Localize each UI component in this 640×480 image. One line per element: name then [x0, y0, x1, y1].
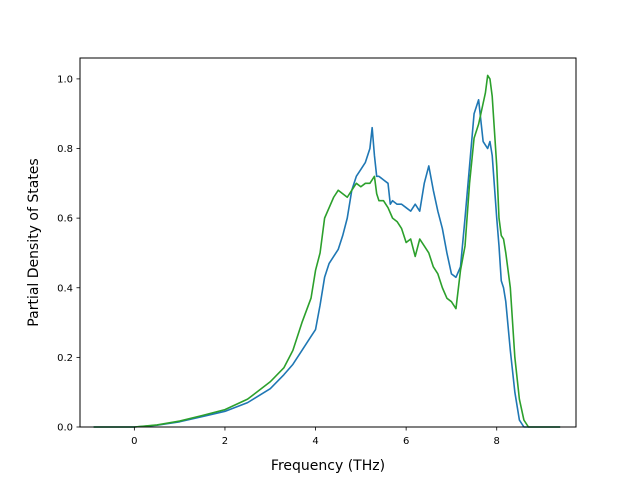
- y-tick-label: 0.0: [57, 423, 73, 434]
- y-tick-label: 0.4: [57, 283, 73, 294]
- x-tick-label: 4: [312, 436, 318, 447]
- y-tick-label: 1.0: [57, 74, 73, 85]
- y-tick-label: 0.8: [57, 144, 73, 155]
- series-line-2: [93, 74, 561, 428]
- x-tick-label: 0: [131, 436, 137, 447]
- plot-frame: [79, 57, 577, 428]
- series-layer: [93, 74, 561, 428]
- series-line-1: [93, 98, 561, 428]
- y-tick-label: 0.2: [57, 353, 73, 364]
- y-axis-label: Partial Density of States: [26, 158, 42, 326]
- x-tick-label: 8: [494, 436, 500, 447]
- x-axis-ticks: 0 2 4 6 8: [131, 427, 500, 447]
- x-tick-label: 2: [222, 436, 228, 447]
- x-axis-label: Frequency (THz): [271, 458, 385, 474]
- x-tick-label: 6: [403, 436, 409, 447]
- y-tick-label: 0.6: [57, 214, 73, 225]
- y-axis-ticks: 0.0 0.2 0.4 0.6 0.8 1.0: [57, 74, 80, 434]
